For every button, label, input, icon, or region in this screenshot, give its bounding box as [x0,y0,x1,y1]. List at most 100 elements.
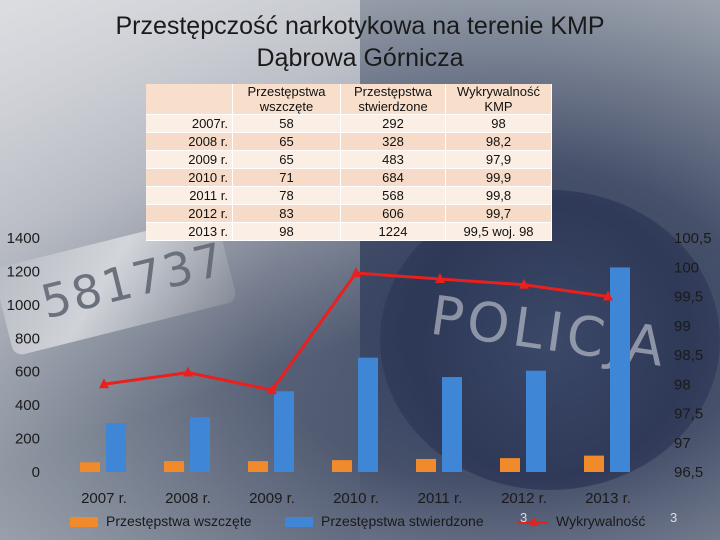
table-cell-year: 2013 r. [146,222,233,241]
table-row: 2007r. 58 292 98 [146,114,552,133]
table-cell: 606 [340,204,446,223]
line-point-wykrywalnosc [603,290,613,301]
slide-title-line2: Dąbrowa Górnicza [256,44,464,72]
legend-label: Przestępstwa stwierdzone [321,513,484,529]
legend-label: Wykrywalność [556,513,646,529]
table-row: 2008 r. 65 328 98,2 [146,132,552,151]
y2-axis-tick-label: 98 [674,376,691,393]
table-cell: 292 [340,114,446,133]
y2-axis-tick-label: 99 [674,318,691,335]
legend-item-wykrywalnosc: Wykrywalność [518,513,645,529]
statistics-table: Przestępstwa wszczęte Przestępstwa stwie… [146,84,552,241]
line-point-wykrywalnosc [351,267,361,278]
x-axis-category-label: 2013 r. [585,490,631,507]
bar-stwierdzone [106,423,126,472]
table-cell: 568 [340,186,446,205]
line-point-wykrywalnosc [183,366,193,377]
table-cell: 58 [232,114,341,133]
table-row: 2012 r. 83 606 99,7 [146,204,552,223]
table-cell: 99,5 woj. 98 [445,222,552,241]
table-cell: 328 [340,132,446,151]
table-row: 2010 r. 71 684 99,9 [146,168,552,187]
table-cell: 99,8 [445,186,552,205]
legend-item-wszczete: Przestępstwa wszczęte [70,513,252,529]
bar-stwierdzone [190,417,210,472]
table-cell: 98 [445,114,552,133]
table-cell: 78 [232,186,341,205]
table-cell: 483 [340,150,446,169]
bar-wszczete [248,461,268,472]
table-header-row: Przestępstwa wszczęte Przestępstwa stwie… [146,84,552,115]
table-cell-year: 2009 r. [146,150,233,169]
table-cell: 99,7 [445,204,552,223]
line-point-wykrywalnosc [267,384,277,395]
x-axis-category-label: 2010 r. [333,490,379,507]
table-cell-year: 2008 r. [146,132,233,151]
bar-wszczete [500,458,520,472]
legend-line-marker [518,516,548,526]
slide-title: Przestępczość narkotykowa na terenie KMP… [0,10,720,74]
y2-axis-tick-label: 97,5 [674,406,703,423]
bar-stwierdzone [610,267,630,472]
y-axis-tick-label: 800 [15,330,40,347]
line-point-wykrywalnosc [519,278,529,289]
table-cell-year: 2010 r. [146,168,233,187]
table-cell: 65 [232,132,341,151]
slide-number-overlay: 3 [520,510,528,525]
y2-axis-tick-label: 100 [674,259,699,276]
y2-axis-tick-label: 99,5 [674,289,703,306]
x-axis-category-label: 2009 r. [249,490,295,507]
table-cell-year: 2007r. [146,114,233,133]
y-axis-tick-label: 1400 [7,230,40,247]
table-cell-year: 2012 r. [146,204,233,223]
y-axis-tick-label: 0 [32,464,40,481]
table-header-cell: Wykrywalność KMP [445,84,552,115]
x-axis-category-label: 2011 r. [418,490,463,507]
table-header-cell: Przestępstwa stwierdzone [340,84,446,115]
bar-wszczete [584,455,604,472]
legend-swatch-orange [70,517,98,528]
legend-swatch-blue [285,517,313,528]
y-axis-tick-label: 1000 [7,297,40,314]
table-cell: 65 [232,150,341,169]
y2-axis-tick-label: 98,5 [674,347,703,364]
y2-axis-tick-label: 96,5 [674,464,703,481]
table-cell: 99,9 [445,168,552,187]
bar-wszczete [164,461,184,472]
table-cell: 684 [340,168,446,187]
table-header-cell: Przestępstwa wszczęte [232,84,341,115]
table-cell: 83 [232,204,341,223]
legend-label: Przestępstwa wszczęte [106,513,252,529]
bar-stwierdzone [274,391,294,472]
x-axis-category-label: 2007 r. [81,490,127,507]
table-cell: 71 [232,168,341,187]
x-axis-category-label: 2008 r. [165,490,211,507]
table-cell: 98 [232,222,341,241]
bar-stwierdzone [358,357,378,472]
y-axis-tick-label: 200 [15,431,40,448]
y-axis-tick-label: 1200 [7,263,40,280]
y2-axis-tick-label: 97 [674,435,691,452]
bar-stwierdzone [442,377,462,472]
table-header-cell [146,84,233,115]
bar-wszczete [80,462,100,472]
table-cell: 98,2 [445,132,552,151]
line-point-wykrywalnosc [435,272,445,283]
table-cell: 1224 [340,222,446,241]
table-cell-year: 2011 r. [146,186,233,205]
table-row: 2011 r. 78 568 99,8 [146,186,552,205]
table-row: 2013 r. 98 1224 99,5 woj. 98 [146,222,552,241]
legend-item-stwierdzone: Przestępstwa stwierdzone [285,513,484,529]
slide-title-line1: Przestępczość narkotykowa na terenie KMP [115,12,605,40]
slide-number: 3 [670,510,678,525]
table-cell: 97,9 [445,150,552,169]
y2-axis-tick-label: 100,5 [674,230,712,247]
bar-wszczete [332,460,352,472]
bar-wszczete [416,458,436,472]
line-point-wykrywalnosc [99,378,109,389]
table-row: 2009 r. 65 483 97,9 [146,150,552,169]
bar-stwierdzone [526,370,546,472]
y-axis-tick-label: 600 [15,364,40,381]
y-axis-tick-label: 400 [15,397,40,414]
